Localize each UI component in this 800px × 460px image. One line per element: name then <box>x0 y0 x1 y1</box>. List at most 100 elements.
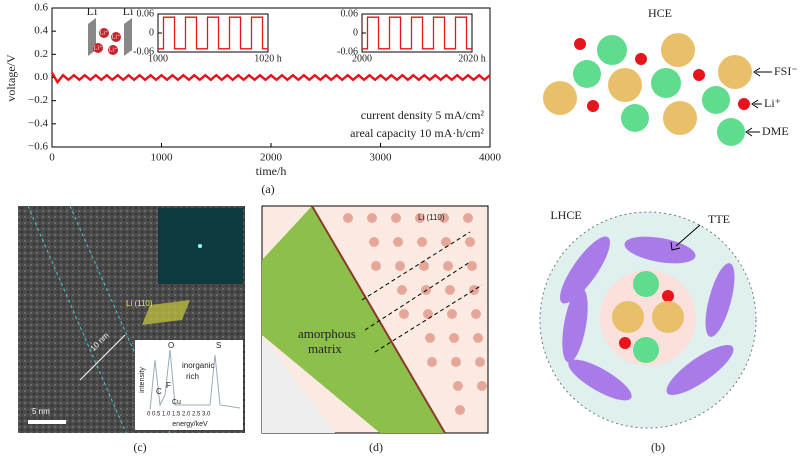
y-tick-label: 0.2 <box>34 48 48 60</box>
atom <box>467 261 477 271</box>
panel-label: (d) <box>369 440 383 454</box>
label: intensity <box>139 367 146 393</box>
atom <box>423 309 433 319</box>
y-tick-label: −0.4 <box>28 117 48 129</box>
atom <box>477 381 487 391</box>
atom <box>395 261 405 271</box>
label: TTE <box>708 212 730 226</box>
annotation: Li <box>123 4 134 18</box>
data-line <box>158 16 268 50</box>
label: energy/keV <box>172 421 208 428</box>
label: Li (110) <box>418 213 445 222</box>
ion <box>99 28 109 38</box>
ion <box>108 45 118 55</box>
atom <box>419 261 429 271</box>
atom <box>475 357 485 367</box>
atom <box>447 309 457 319</box>
data-line <box>50 72 491 85</box>
y-tick-label: 0 <box>149 27 154 38</box>
annotation: Li <box>87 4 98 18</box>
atom <box>393 237 403 247</box>
label: rich <box>186 372 199 381</box>
label: amorphous <box>298 326 356 341</box>
atom <box>343 213 353 223</box>
atom <box>367 213 377 223</box>
annotation: current density 5 mA/cm² <box>361 108 485 122</box>
atom <box>371 261 381 271</box>
lattice-line <box>361 231 483 353</box>
schematic: amorphous matrix Li (110) (d) <box>261 205 489 454</box>
annotation: areal capacity 10 mA·h/cm² <box>350 126 484 140</box>
panel-label: (a) <box>261 182 274 196</box>
inset-frame <box>157 13 269 53</box>
lhce-diagram: LHCE TTE (b) <box>539 208 757 454</box>
atom <box>471 309 481 319</box>
atom <box>417 237 427 247</box>
y-tick-label: 0.4 <box>34 25 48 37</box>
data-line <box>362 16 472 50</box>
panel-label: (c) <box>133 440 146 454</box>
label: O <box>168 341 174 350</box>
y-axis-label: voltage/V <box>4 54 18 102</box>
atom <box>469 285 479 295</box>
x-tick-label: 3000 <box>370 152 393 164</box>
x-tick-label: 1000 <box>151 152 174 164</box>
x-tick-label: 2000 <box>260 152 283 164</box>
y-tick-label: 0.0 <box>34 71 48 83</box>
label: Li⁺ <box>764 96 781 110</box>
atom <box>465 237 475 247</box>
atom <box>449 333 459 343</box>
y-tick-label: 0.06 <box>341 8 359 19</box>
x-tick-label: 2020 h <box>458 53 486 64</box>
ion-label: Li⁺ <box>109 46 118 53</box>
atom <box>399 309 409 319</box>
panel-label: (b) <box>651 440 665 454</box>
y-tick-label: 0 <box>353 27 358 38</box>
x-tick-label: 4000 <box>479 152 502 164</box>
ion-label: Li⁺ <box>112 33 121 40</box>
atom <box>443 261 453 271</box>
atom <box>463 213 473 223</box>
label: matrix <box>308 341 342 356</box>
x-tick-label: 1000 <box>148 53 168 64</box>
atom <box>451 357 461 367</box>
atom <box>441 237 451 247</box>
ion <box>111 32 121 42</box>
label: S <box>216 341 221 350</box>
atom <box>427 357 437 367</box>
ion <box>93 43 103 53</box>
inset-frame <box>361 13 473 53</box>
tem-image: Li (110) 10 nm 5 nm O S C F Cu inorganic… <box>18 205 245 454</box>
label: DME <box>762 124 789 138</box>
label: FSI⁻ <box>774 64 798 78</box>
atom <box>369 237 379 247</box>
label: HCE <box>648 6 672 20</box>
x-tick-label: 2000 <box>352 53 372 64</box>
ion-label: Li⁺ <box>100 29 109 36</box>
x-axis-label: time/h <box>256 164 287 178</box>
y-tick-label: -0.06 <box>337 46 358 57</box>
atom <box>397 285 407 295</box>
label: Li (110) <box>126 299 153 308</box>
y-tick-label: 0.6 <box>34 2 48 14</box>
label: C <box>156 387 162 396</box>
label: inorganic <box>182 361 214 370</box>
ion-label: Li⁺ <box>94 44 103 51</box>
atom <box>473 333 483 343</box>
y-tick-label: −0.2 <box>28 94 48 106</box>
y-tick-label: -0.06 <box>133 46 154 57</box>
atom <box>453 381 463 391</box>
atom <box>439 213 449 223</box>
label: 5 nm <box>32 407 50 416</box>
electrode <box>124 18 132 56</box>
atom <box>415 213 425 223</box>
label: LHCE <box>550 208 581 222</box>
y-tick-label: 0.06 <box>137 8 155 19</box>
label: 0 0.5 1.0 1.5 2.0 2.5 3.0 <box>147 412 211 418</box>
atom <box>445 285 455 295</box>
hce-diagram: HCE FSI⁻ Li⁺ DME <box>543 6 798 146</box>
atom <box>425 333 435 343</box>
atom <box>391 213 401 223</box>
x-tick-label: 0 <box>49 152 55 164</box>
